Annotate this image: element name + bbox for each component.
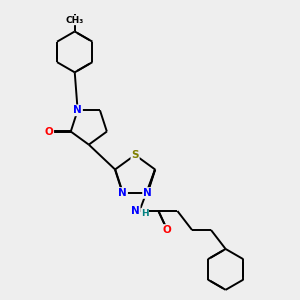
Text: N: N xyxy=(143,188,152,198)
Text: N: N xyxy=(118,188,127,198)
Text: O: O xyxy=(163,225,172,235)
Text: CH₃: CH₃ xyxy=(66,16,84,25)
Text: N: N xyxy=(73,105,82,115)
Text: S: S xyxy=(131,150,139,160)
Text: N: N xyxy=(131,206,140,216)
Text: O: O xyxy=(44,127,53,136)
Text: H: H xyxy=(141,208,148,217)
